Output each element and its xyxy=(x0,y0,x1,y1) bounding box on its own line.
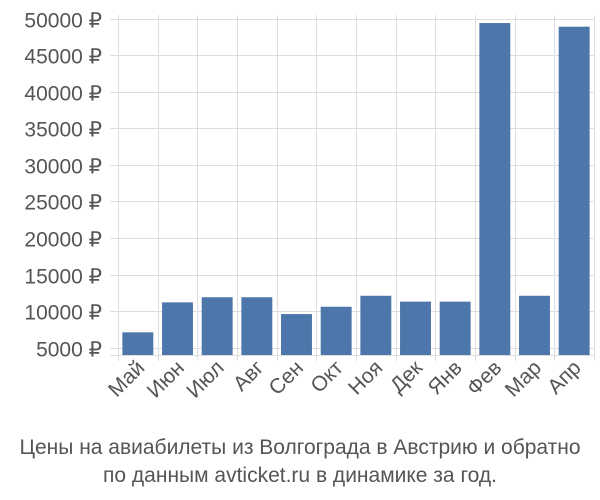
y-tick-label: 35000 ₽ xyxy=(24,119,102,142)
chart-caption-line-1: Цены на авиабилеты из Волгограда в Австр… xyxy=(19,436,581,459)
y-tick-label: 10000 ₽ xyxy=(24,302,102,325)
x-tick-label: Июн xyxy=(143,356,189,402)
bar-9 xyxy=(479,23,511,356)
y-tick-label: 45000 ₽ xyxy=(24,46,102,69)
x-tick-label: Дек xyxy=(386,356,428,398)
chart-caption-line-2: по данным avticket.ru в динамике за год. xyxy=(103,464,497,487)
bar-5 xyxy=(320,306,352,355)
x-tick-label: Апр xyxy=(543,356,585,398)
x-tick-label: Окт xyxy=(306,356,348,398)
grid-lines xyxy=(110,15,595,361)
bar-7 xyxy=(400,301,431,355)
x-tick-label: Авг xyxy=(229,356,269,396)
y-tick-label: 50000 ₽ xyxy=(24,10,102,33)
bar-8 xyxy=(439,301,471,355)
y-tick-label: 30000 ₽ xyxy=(24,156,102,179)
bar-4 xyxy=(281,314,312,355)
x-tick-label: Янв xyxy=(424,356,467,399)
bar-6 xyxy=(360,295,392,355)
x-tick-label: Май xyxy=(104,356,149,401)
bars xyxy=(122,23,590,356)
bar-3 xyxy=(241,297,273,355)
bar-11 xyxy=(558,26,590,356)
price-bar-chart: 5000 ₽ 10000 ₽ 15000 ₽ 20000 ₽ 25000 ₽ 30000 … xyxy=(24,10,595,403)
x-tick-label: Ноя xyxy=(344,356,387,399)
y-tick-label: 5000 ₽ xyxy=(36,339,102,362)
bar-1 xyxy=(162,302,193,355)
bar-2 xyxy=(201,297,233,355)
bar-10 xyxy=(519,295,550,355)
y-axis-ticks: 5000 ₽ 10000 ₽ 15000 ₽ 20000 ₽ 25000 ₽ 30000 … xyxy=(24,10,102,362)
y-tick-label: 15000 ₽ xyxy=(24,266,102,289)
x-tick-label: Фев xyxy=(463,356,507,400)
x-tick-label: Мар xyxy=(501,356,546,401)
x-tick-label: Сен xyxy=(265,356,308,399)
y-tick-label: 40000 ₽ xyxy=(24,83,102,106)
bar-0 xyxy=(122,332,154,355)
x-tick-label: Июл xyxy=(182,356,228,402)
y-tick-label: 20000 ₽ xyxy=(24,229,102,252)
y-tick-label: 25000 ₽ xyxy=(24,192,102,215)
